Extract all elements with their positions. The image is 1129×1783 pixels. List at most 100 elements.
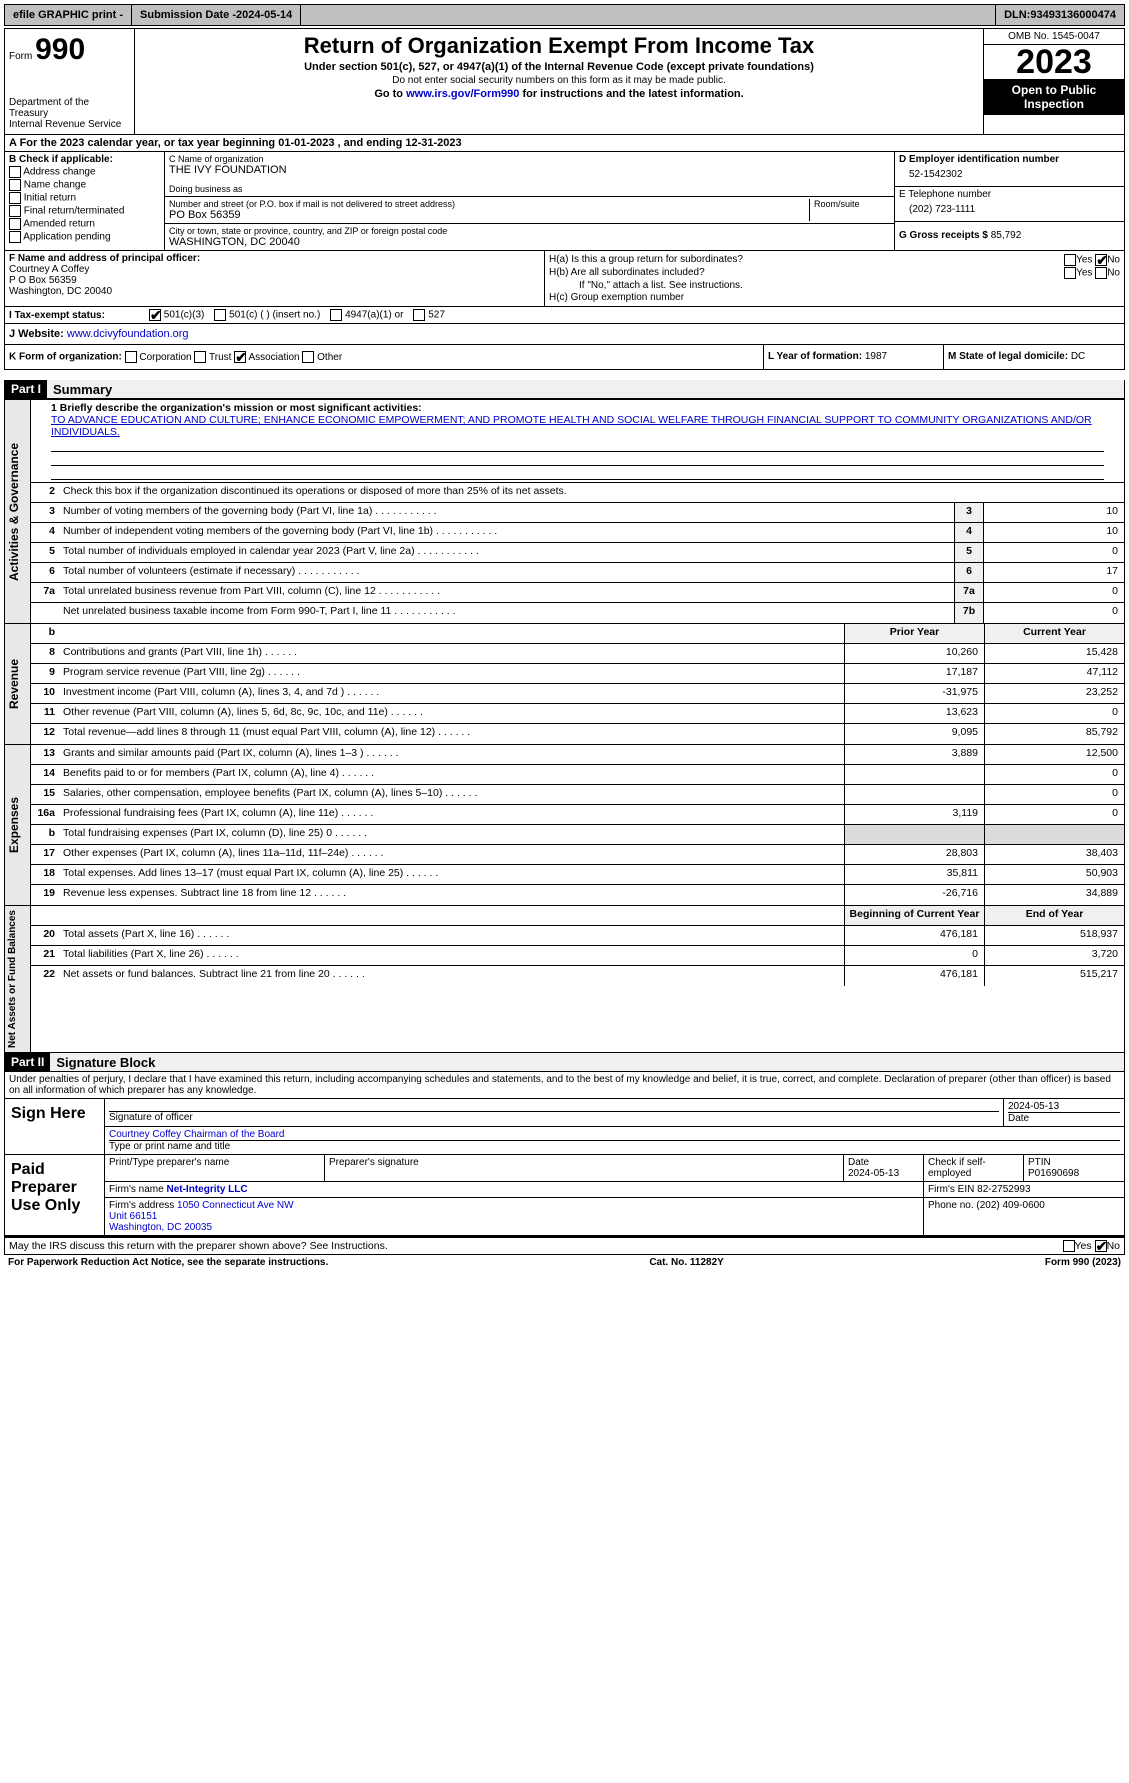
col-c: C Name of organization THE IVY FOUNDATIO… [165,152,894,250]
vtab-expenses: Expenses [5,745,31,905]
signature-declaration: Under penalties of perjury, I declare th… [4,1072,1125,1099]
vtab-governance: Activities & Governance [5,400,31,623]
tax-year: 2023 [984,45,1124,79]
check-address-change[interactable]: Address change [9,166,160,178]
city-row: City or town, state or province, country… [165,224,894,250]
efile-print-button[interactable]: efile GRAPHIC print - [5,5,132,25]
website-link[interactable]: www.dcivyfoundation.org [67,328,189,340]
mission-block: 1 Briefly describe the organization's mi… [31,400,1124,483]
form-org-trust[interactable]: Trust [194,352,231,363]
gov-line-6: 6Total number of volunteers (estimate if… [31,563,1124,583]
vtab-netassets: Net Assets or Fund Balances [5,906,31,1052]
col-h: H(a) Is this a group return for subordin… [545,251,1124,306]
rev-line-8: 8Contributions and grants (Part VIII, li… [31,644,1124,664]
row-f-h: F Name and address of principal officer:… [4,251,1125,307]
dln-display: DLN: 93493136000474 [996,5,1124,25]
na-line-20: 20Total assets (Part X, line 16) . . . .… [31,926,1124,946]
sign-here-label: Sign Here [5,1099,105,1154]
form-subtitle-2: Do not enter social security numbers on … [139,75,979,86]
header-left: Form 990 Department of the Treasury Inte… [5,29,135,134]
exp-line-19: 19Revenue less expenses. Subtract line 1… [31,885,1124,905]
toolbar-spacer [301,5,996,25]
paid-preparer-block: Paid Preparer Use Only Print/Type prepar… [4,1155,1125,1238]
h-b-note: If "No," attach a list. See instructions… [549,280,1120,291]
tel-row: E Telephone number (202) 723-1111 [895,187,1124,222]
gov-line-5: 5Total number of individuals employed in… [31,543,1124,563]
check-final-return[interactable]: Final return/terminated [9,205,160,217]
section-governance: Activities & Governance 1 Briefly descri… [4,399,1125,624]
form-subtitle-3: Go to www.irs.gov/Form990 for instructio… [139,88,979,100]
top-toolbar: efile GRAPHIC print - Submission Date - … [4,4,1125,26]
paid-preparer-label: Paid Preparer Use Only [5,1155,105,1235]
part-ii-header: Part II Signature Block [4,1053,1125,1072]
dept-label: Department of the Treasury Internal Reve… [9,97,130,130]
h-c-row: H(c) Group exemption number [549,292,1120,303]
exp-line-18: 18Total expenses. Add lines 13–17 (must … [31,865,1124,885]
discuss-row: May the IRS discuss this return with the… [4,1238,1125,1255]
exp-line-14: 14Benefits paid to or for members (Part … [31,765,1124,785]
form-label: Form [9,51,32,62]
open-public-badge: Open to Public Inspection [984,79,1124,115]
tax-status-501c[interactable]: 501(c) ( ) (insert no.) [214,309,320,321]
exp-line-17: 17Other expenses (Part IX, column (A), l… [31,845,1124,865]
sign-here-block: Sign Here Signature of officer 2024-05-1… [4,1099,1125,1155]
col-d: D Employer identification number 52-1542… [894,152,1124,250]
na-line-21: 21Total liabilities (Part X, line 26) . … [31,946,1124,966]
netassets-header: Beginning of Current Year End of Year [31,906,1124,926]
part-i-header: Part I Summary [4,380,1125,399]
section-netassets: Net Assets or Fund Balances Beginning of… [4,906,1125,1053]
section-expenses: Expenses 13Grants and similar amounts pa… [4,745,1125,906]
gov-line-4: 4Number of independent voting members of… [31,523,1124,543]
na-line-22: 22Net assets or fund balances. Subtract … [31,966,1124,986]
form-header: Form 990 Department of the Treasury Inte… [4,28,1125,135]
form-number: 990 [35,33,85,66]
footer-fineprint: For Paperwork Reduction Act Notice, see … [4,1255,1125,1270]
col-m: M State of legal domicile: DC [944,345,1124,369]
submission-date-label: Submission Date - 2024-05-14 [132,5,301,25]
h-a-row: H(a) Is this a group return for subordin… [549,254,1120,266]
form-org-corp[interactable]: Corporation [125,352,192,363]
row-i: I Tax-exempt status: 501(c)(3) 501(c) ( … [4,307,1125,324]
form-org-assoc[interactable]: Association [234,352,299,363]
col-f: F Name and address of principal officer:… [5,251,545,306]
line-2: 2 Check this box if the organization dis… [31,483,1124,503]
rev-line-10: 10Investment income (Part VIII, column (… [31,684,1124,704]
row-k-l-m: K Form of organization: Corporation Trus… [4,345,1125,370]
exp-line-13: 13Grants and similar amounts paid (Part … [31,745,1124,765]
revenue-header: b Prior Year Current Year [31,624,1124,644]
exp-line-16a: 16aProfessional fundraising fees (Part I… [31,805,1124,825]
rev-line-9: 9Program service revenue (Part VIII, lin… [31,664,1124,684]
check-initial-return[interactable]: Initial return [9,192,160,204]
gov-line-3: 3Number of voting members of the governi… [31,503,1124,523]
check-amended-return[interactable]: Amended return [9,218,160,230]
header-center: Return of Organization Exempt From Incom… [135,29,984,134]
gross-row: G Gross receipts $ 85,792 [895,222,1124,249]
tax-status-4947[interactable]: 4947(a)(1) or [330,309,403,321]
gov-line-7a: 7aTotal unrelated business revenue from … [31,583,1124,603]
col-l: L Year of formation: 1987 [764,345,944,369]
section-revenue: Revenue b Prior Year Current Year 8Contr… [4,624,1125,745]
h-b-row: H(b) Are all subordinates included? Yes … [549,267,1120,279]
col-b-label: B Check if applicable: [9,154,160,165]
check-name-change[interactable]: Name change [9,179,160,191]
ein-row: D Employer identification number 52-1542… [895,152,1124,187]
gov-line-7b: Net unrelated business taxable income fr… [31,603,1124,623]
col-k: K Form of organization: Corporation Trus… [5,345,764,369]
check-application-pending[interactable]: Application pending [9,231,160,243]
exp-line-15: 15Salaries, other compensation, employee… [31,785,1124,805]
tax-status-527[interactable]: 527 [413,309,444,321]
rev-line-12: 12Total revenue—add lines 8 through 11 (… [31,724,1124,744]
street-row: Number and street (or P.O. box if mail i… [165,197,894,224]
org-name-row: C Name of organization THE IVY FOUNDATIO… [165,152,894,197]
irs-link[interactable]: www.irs.gov/Form990 [406,88,519,100]
tax-status-501c3[interactable]: 501(c)(3) [149,309,204,321]
col-b: B Check if applicable: Address change Na… [5,152,165,250]
exp-line-b: bTotal fundraising expenses (Part IX, co… [31,825,1124,845]
row-j: J Website: www.dcivyfoundation.org [4,324,1125,345]
form-org-other[interactable]: Other [302,352,342,363]
line-a: A For the 2023 calendar year, or tax yea… [4,135,1125,152]
form-title: Return of Organization Exempt From Incom… [139,33,979,59]
vtab-revenue: Revenue [5,624,31,744]
rev-line-11: 11Other revenue (Part VIII, column (A), … [31,704,1124,724]
block-b-to-g: B Check if applicable: Address change Na… [4,152,1125,251]
